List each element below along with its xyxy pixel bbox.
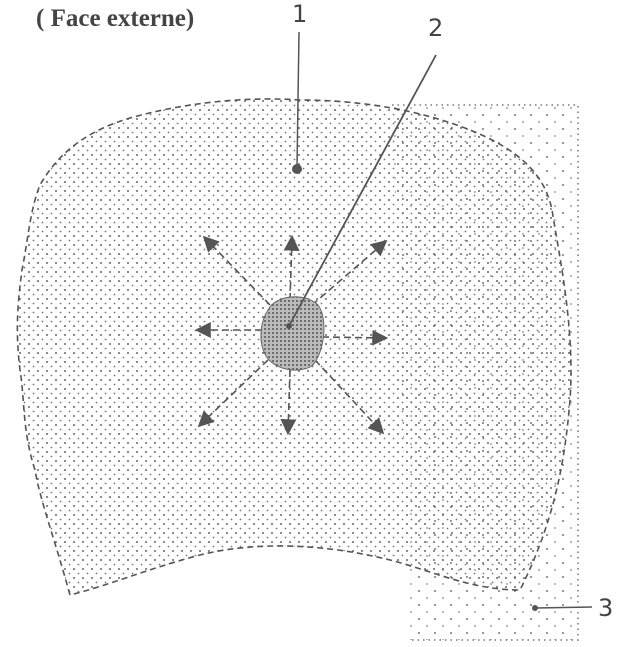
diagram: ( Face externe) 1 2 3 (0, 0, 626, 647)
pointer-dot-1 (292, 164, 302, 174)
title: ( Face externe) (36, 5, 194, 32)
leader-line-3 (536, 607, 592, 608)
nucleus (261, 297, 324, 370)
page: ( Face externe) 1 2 3 (() => { const dat… (0, 0, 626, 647)
pointer-dot-2 (286, 323, 292, 329)
pointer-dot-3 (532, 605, 538, 611)
label-1: 1 (292, 0, 307, 28)
label-3: 3 (598, 594, 613, 622)
label-2: 2 (428, 14, 443, 42)
